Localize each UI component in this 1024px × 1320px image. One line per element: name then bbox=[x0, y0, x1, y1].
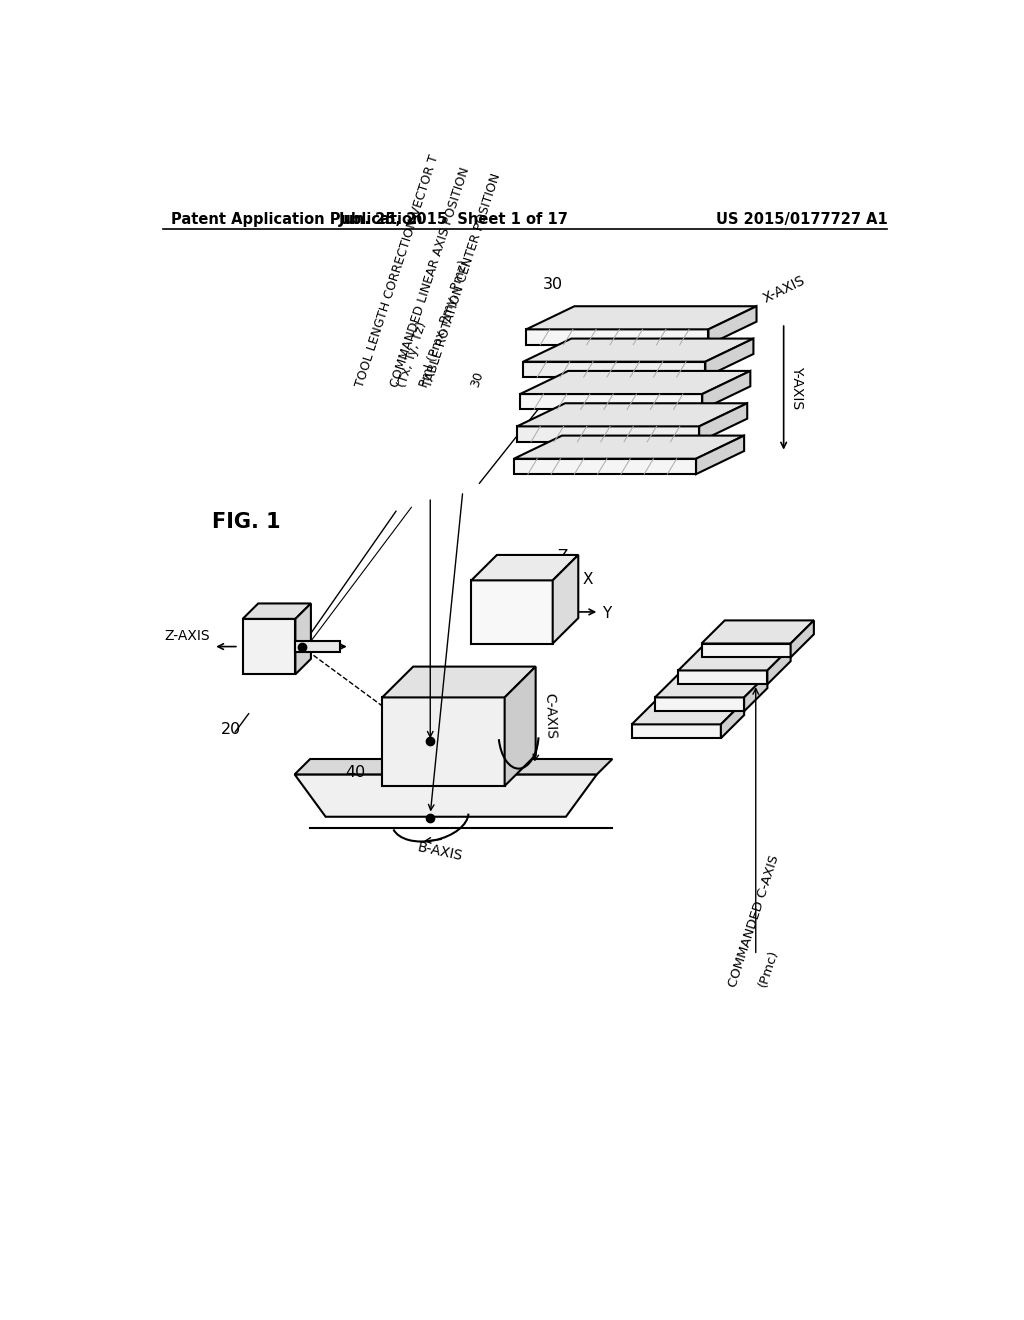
Text: COMMANDED C-AXIS: COMMANDED C-AXIS bbox=[727, 853, 781, 989]
Text: Pml (Pmx, Pmy, Pmz): Pml (Pmx, Pmy, Pmz) bbox=[418, 259, 471, 389]
Text: X-AXIS: X-AXIS bbox=[761, 273, 807, 305]
Text: Z: Z bbox=[557, 549, 567, 564]
Text: B-AXIS: B-AXIS bbox=[416, 841, 464, 863]
Text: Z-AXIS: Z-AXIS bbox=[165, 628, 210, 643]
Text: X: X bbox=[583, 572, 593, 587]
Polygon shape bbox=[678, 647, 791, 671]
Polygon shape bbox=[520, 371, 751, 395]
Polygon shape bbox=[696, 436, 744, 474]
Text: COMMANDED LINEAR AXIS POSITION: COMMANDED LINEAR AXIS POSITION bbox=[388, 166, 472, 389]
Text: FIG. 1: FIG. 1 bbox=[212, 512, 281, 532]
Text: Patent Application Publication: Patent Application Publication bbox=[171, 213, 422, 227]
Polygon shape bbox=[520, 395, 702, 409]
Polygon shape bbox=[523, 362, 706, 378]
Polygon shape bbox=[702, 371, 751, 409]
Polygon shape bbox=[382, 697, 505, 785]
Text: (Pmc): (Pmc) bbox=[756, 948, 780, 989]
Polygon shape bbox=[505, 667, 536, 785]
Polygon shape bbox=[295, 759, 612, 775]
Text: 30: 30 bbox=[469, 371, 486, 389]
Polygon shape bbox=[655, 697, 744, 711]
Text: 40: 40 bbox=[345, 764, 366, 780]
Text: Jun. 25, 2015  Sheet 1 of 17: Jun. 25, 2015 Sheet 1 of 17 bbox=[339, 213, 568, 227]
Polygon shape bbox=[295, 642, 340, 652]
Text: 20: 20 bbox=[221, 722, 242, 738]
Text: (Tx, Ty, Tz): (Tx, Ty, Tz) bbox=[395, 321, 429, 389]
Polygon shape bbox=[526, 306, 757, 330]
Polygon shape bbox=[526, 330, 709, 345]
Polygon shape bbox=[553, 554, 579, 644]
Polygon shape bbox=[706, 339, 754, 378]
Polygon shape bbox=[295, 775, 597, 817]
Polygon shape bbox=[791, 620, 814, 657]
Polygon shape bbox=[632, 725, 721, 738]
Polygon shape bbox=[243, 619, 295, 675]
Polygon shape bbox=[632, 701, 744, 725]
Polygon shape bbox=[517, 426, 699, 442]
Polygon shape bbox=[295, 603, 311, 675]
Polygon shape bbox=[678, 671, 767, 684]
Polygon shape bbox=[471, 581, 553, 644]
Polygon shape bbox=[701, 644, 791, 657]
Polygon shape bbox=[382, 667, 536, 697]
Text: TOOL LENGTH CORRECTION VECTOR T: TOOL LENGTH CORRECTION VECTOR T bbox=[354, 153, 441, 389]
Polygon shape bbox=[701, 620, 814, 644]
Polygon shape bbox=[699, 404, 748, 442]
Text: Y-AXIS: Y-AXIS bbox=[790, 366, 804, 409]
Polygon shape bbox=[709, 306, 757, 345]
Polygon shape bbox=[523, 339, 754, 362]
Text: TABLE ROTATION CENTER POSITION: TABLE ROTATION CENTER POSITION bbox=[422, 172, 504, 389]
Polygon shape bbox=[514, 436, 744, 459]
Polygon shape bbox=[517, 404, 748, 426]
Polygon shape bbox=[471, 554, 579, 581]
Text: US 2015/0177727 A1: US 2015/0177727 A1 bbox=[717, 213, 888, 227]
Polygon shape bbox=[721, 701, 744, 738]
Text: 30: 30 bbox=[543, 277, 563, 292]
Text: Y: Y bbox=[602, 606, 611, 622]
Polygon shape bbox=[655, 675, 767, 697]
Polygon shape bbox=[744, 675, 767, 711]
Polygon shape bbox=[767, 647, 791, 684]
Polygon shape bbox=[243, 603, 311, 619]
Polygon shape bbox=[514, 459, 696, 474]
Text: C-AXIS: C-AXIS bbox=[542, 692, 557, 739]
